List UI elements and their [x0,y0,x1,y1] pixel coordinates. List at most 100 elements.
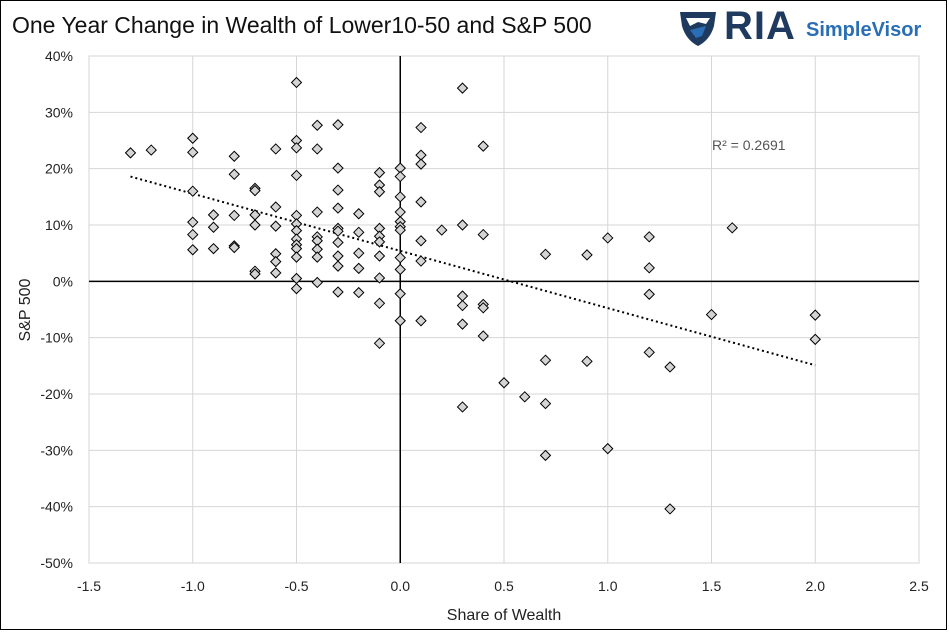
data-point [373,337,386,350]
data-point [581,355,593,368]
y-tick-label: 20% [45,161,73,177]
y-axis-title: S&P 500 [17,278,34,341]
data-point [581,249,593,261]
data-points [124,76,821,515]
data-point [373,186,386,198]
data-point [394,224,406,236]
data-point [373,297,386,310]
data-point [353,247,365,259]
data-point [207,242,220,255]
data-point [456,299,469,312]
data-point [394,170,406,183]
data-point [187,146,199,159]
data-point [373,272,386,284]
data-point [332,119,344,131]
data-point [353,226,365,239]
y-tick-label: 30% [45,104,73,120]
y-tick-label: -30% [40,442,73,458]
data-point [311,251,323,263]
x-tick-label: -1.5 [77,578,101,594]
data-point [187,244,199,256]
data-point [332,202,344,214]
data-point [415,255,427,267]
data-point [187,228,199,241]
data-point [519,391,531,403]
data-point [373,166,386,179]
data-point [643,346,655,359]
data-point [290,169,303,182]
data-point [415,158,427,170]
data-point [539,449,552,462]
data-point [270,267,282,279]
data-point [311,206,323,218]
gridlines [88,55,920,564]
axes [89,56,919,563]
data-point [249,219,261,231]
data-point [456,82,469,94]
data-point [228,209,240,222]
data-point [809,309,821,321]
data-point [394,263,406,276]
data-point [602,232,614,244]
data-point [228,168,240,181]
data-point [332,162,344,174]
data-point [705,308,718,321]
data-point [456,318,469,330]
data-point [643,231,655,243]
data-point [539,354,552,366]
data-point [436,224,448,236]
data-point [311,276,323,289]
data-point [290,251,303,263]
data-point [456,401,469,413]
data-point [664,503,676,515]
data-point [187,216,199,228]
y-tick-label: -40% [40,499,73,515]
y-tick-label: 40% [45,48,73,64]
data-point [311,119,323,131]
data-point [332,236,344,249]
y-tick-label: 10% [45,217,73,233]
chart-title: One Year Change in Wealth of Lower10-50 … [12,12,592,38]
data-point [207,209,220,221]
x-axis-title: Share of Wealth [447,607,561,624]
data-point [415,315,427,327]
logo-simplevisor-text: SimpleVisor [806,19,922,41]
data-point [373,250,386,262]
data-point [207,221,220,233]
y-tick-label: -20% [40,386,73,402]
logo-ria-text: RIA [724,4,796,48]
data-point [353,208,365,220]
data-point [539,397,552,410]
data-point [270,201,282,213]
data-point [187,132,199,144]
data-point [249,184,261,197]
data-point [394,288,406,300]
x-tick-label: -1.0 [181,578,205,594]
data-point [477,140,489,152]
data-point [415,196,427,208]
data-point [332,260,344,272]
data-point [477,330,489,342]
x-tick-label: 2.0 [806,578,826,594]
x-tick-label: 1.0 [598,578,618,594]
data-point [311,143,323,155]
y-tick-label: -50% [40,555,73,571]
trendline-group [130,175,816,367]
data-point [498,377,510,389]
data-point [394,206,406,218]
y-tick-label: -10% [40,330,73,346]
data-point [373,236,386,248]
data-point [809,333,821,346]
data-point [332,184,344,196]
data-point [353,262,365,275]
data-point [664,361,676,373]
data-point [456,290,469,302]
ria-simplevisor-logo: RIA SimpleVisor [672,4,942,50]
data-point [643,262,655,274]
eagle-shield-icon [680,12,716,46]
data-point [726,222,738,234]
data-point [394,251,406,264]
x-tick-labels: -1.5 -1.0 -0.5 0.0 0.5 1.0 1.5 2.0 2.5 [77,578,929,594]
